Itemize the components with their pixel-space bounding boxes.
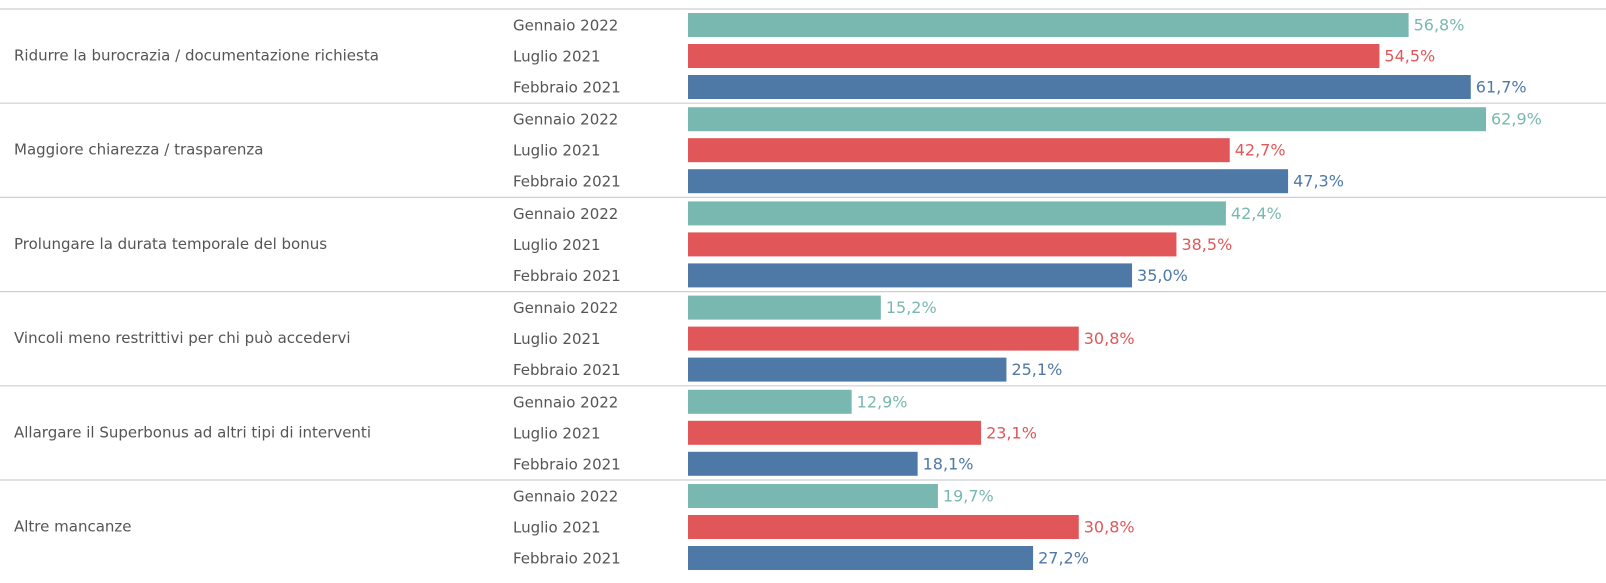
value-label: 15,2% [886,298,937,317]
series-label: Luglio 2021 [513,519,601,537]
series-label: Gennaio 2022 [513,111,618,129]
value-label: 12,9% [857,392,908,411]
series-label: Luglio 2021 [513,48,601,66]
series-label: Luglio 2021 [513,236,601,254]
value-label: 42,7% [1235,141,1286,160]
bar [688,169,1289,194]
series-label: Gennaio 2022 [513,488,618,506]
series-label: Gennaio 2022 [513,393,618,411]
series-label: Gennaio 2022 [513,299,618,317]
bar [688,13,1409,37]
category-label: Allargare il Superbonus ad altri tipi di… [14,423,371,441]
category-label: Altre mancanze [14,518,132,536]
value-label: 62,9% [1491,110,1542,129]
bar [688,484,938,508]
value-label: 56,8% [1414,16,1465,35]
series-label: Luglio 2021 [513,142,601,160]
category-label: Vincoli meno restrittivi per chi può acc… [14,329,351,347]
series-label: Febbraio 2021 [513,361,621,379]
bar [688,357,1007,382]
bar [688,138,1230,163]
value-label: 30,8% [1084,329,1135,348]
value-label: 25,1% [1011,360,1062,379]
bar [688,295,881,320]
bar [688,420,982,445]
value-label: 27,2% [1038,549,1089,568]
bar [688,515,1079,539]
series-label: Febbraio 2021 [513,550,621,568]
value-label: 42,4% [1231,204,1282,223]
value-label: 38,5% [1181,235,1232,254]
category-label: Ridurre la burocrazia / documentazione r… [14,47,379,65]
series-label: Gennaio 2022 [513,205,618,223]
value-label: 23,1% [986,423,1037,442]
bar [688,263,1133,288]
series-label: Luglio 2021 [513,424,601,442]
bar [688,389,852,414]
value-label: 35,0% [1137,266,1188,285]
bar [688,44,1380,68]
bar [688,232,1177,257]
category-label: Maggiore chiarezza / trasparenza [14,141,263,159]
series-label: Febbraio 2021 [513,79,621,97]
bar [688,546,1034,570]
bar [688,107,1486,132]
series-label: Febbraio 2021 [513,455,621,473]
bar [688,326,1079,351]
value-label: 19,7% [943,487,994,506]
series-label: Febbraio 2021 [513,173,621,191]
value-label: 47,3% [1293,172,1344,191]
value-label: 54,5% [1384,47,1435,66]
series-label: Luglio 2021 [513,330,601,348]
bar [688,451,918,476]
category-label: Prolungare la durata temporale del bonus [14,235,327,253]
bar [688,201,1226,226]
series-label: Febbraio 2021 [513,267,621,285]
series-label: Gennaio 2022 [513,17,618,35]
value-label: 30,8% [1084,518,1135,537]
value-label: 61,7% [1476,78,1527,97]
value-label: 18,1% [923,454,974,473]
bar [688,75,1471,99]
